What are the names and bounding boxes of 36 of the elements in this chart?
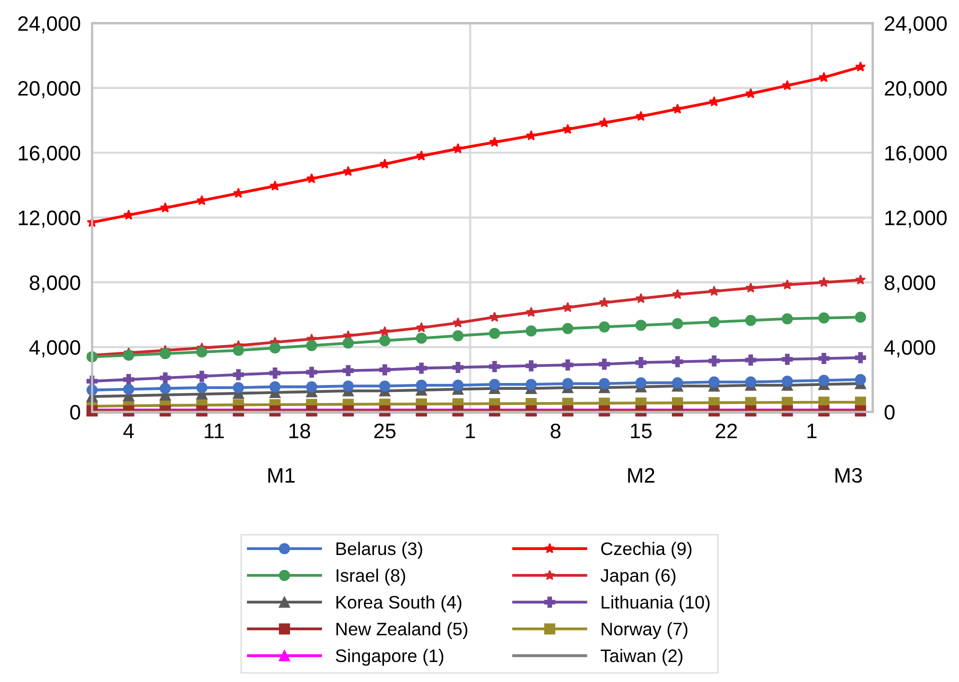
y2-tick-label: 4,000 — [884, 340, 936, 358]
legend-label: Czechia (9) — [601, 542, 692, 559]
x-tick-label: 1 — [466, 424, 475, 438]
y2-tick-label: 12,000 — [885, 210, 947, 228]
y2-tick-label: 8,000 — [884, 275, 936, 293]
x-tick-label: 1 — [808, 424, 816, 438]
y-tick-label: 12,000 — [18, 210, 80, 228]
x-tick-label: 8 — [550, 424, 560, 438]
legend-label: New Zealand (5) — [336, 622, 468, 639]
y-tick-label: 4,000 — [29, 340, 80, 358]
y2-tick-label: 0 — [884, 404, 895, 420]
x-tick-label: 15 — [630, 424, 652, 438]
y2-tick-label: 20,000 — [884, 80, 947, 98]
text: M3 — [836, 468, 862, 483]
x-tick-label: 11 — [204, 424, 224, 438]
legend-label: Israel (8) — [336, 568, 406, 586]
x-tick-label: 25 — [374, 424, 396, 438]
y2-tick-label: 24,000 — [884, 16, 947, 34]
text: M1 — [268, 468, 295, 483]
legend-label: Lithuania (10) — [602, 595, 710, 612]
legend-label: Japan (6) — [600, 568, 676, 586]
legend-label: Taiwan (2) — [600, 648, 682, 666]
y-tick-label: 0 — [70, 404, 80, 420]
y-tick-label: 16,000 — [18, 146, 80, 163]
legend-label: Korea South (4) — [336, 595, 462, 612]
y-tick-label: 20,000 — [18, 80, 80, 98]
x-tick-label: 4 — [123, 424, 134, 438]
y-tick-label: 8,000 — [30, 275, 80, 293]
legend-label: Belarus (3) — [336, 542, 422, 559]
x-tick-label: 22 — [716, 424, 737, 438]
y-tick-label: 24,000 — [18, 16, 80, 34]
legend-label: Singapore (1) — [336, 648, 444, 666]
text: M2 — [628, 468, 654, 483]
legend-label: Norway (7) — [602, 622, 688, 639]
y2-tick-label: 16,000 — [885, 146, 947, 163]
x-tick-label: 18 — [289, 424, 310, 438]
